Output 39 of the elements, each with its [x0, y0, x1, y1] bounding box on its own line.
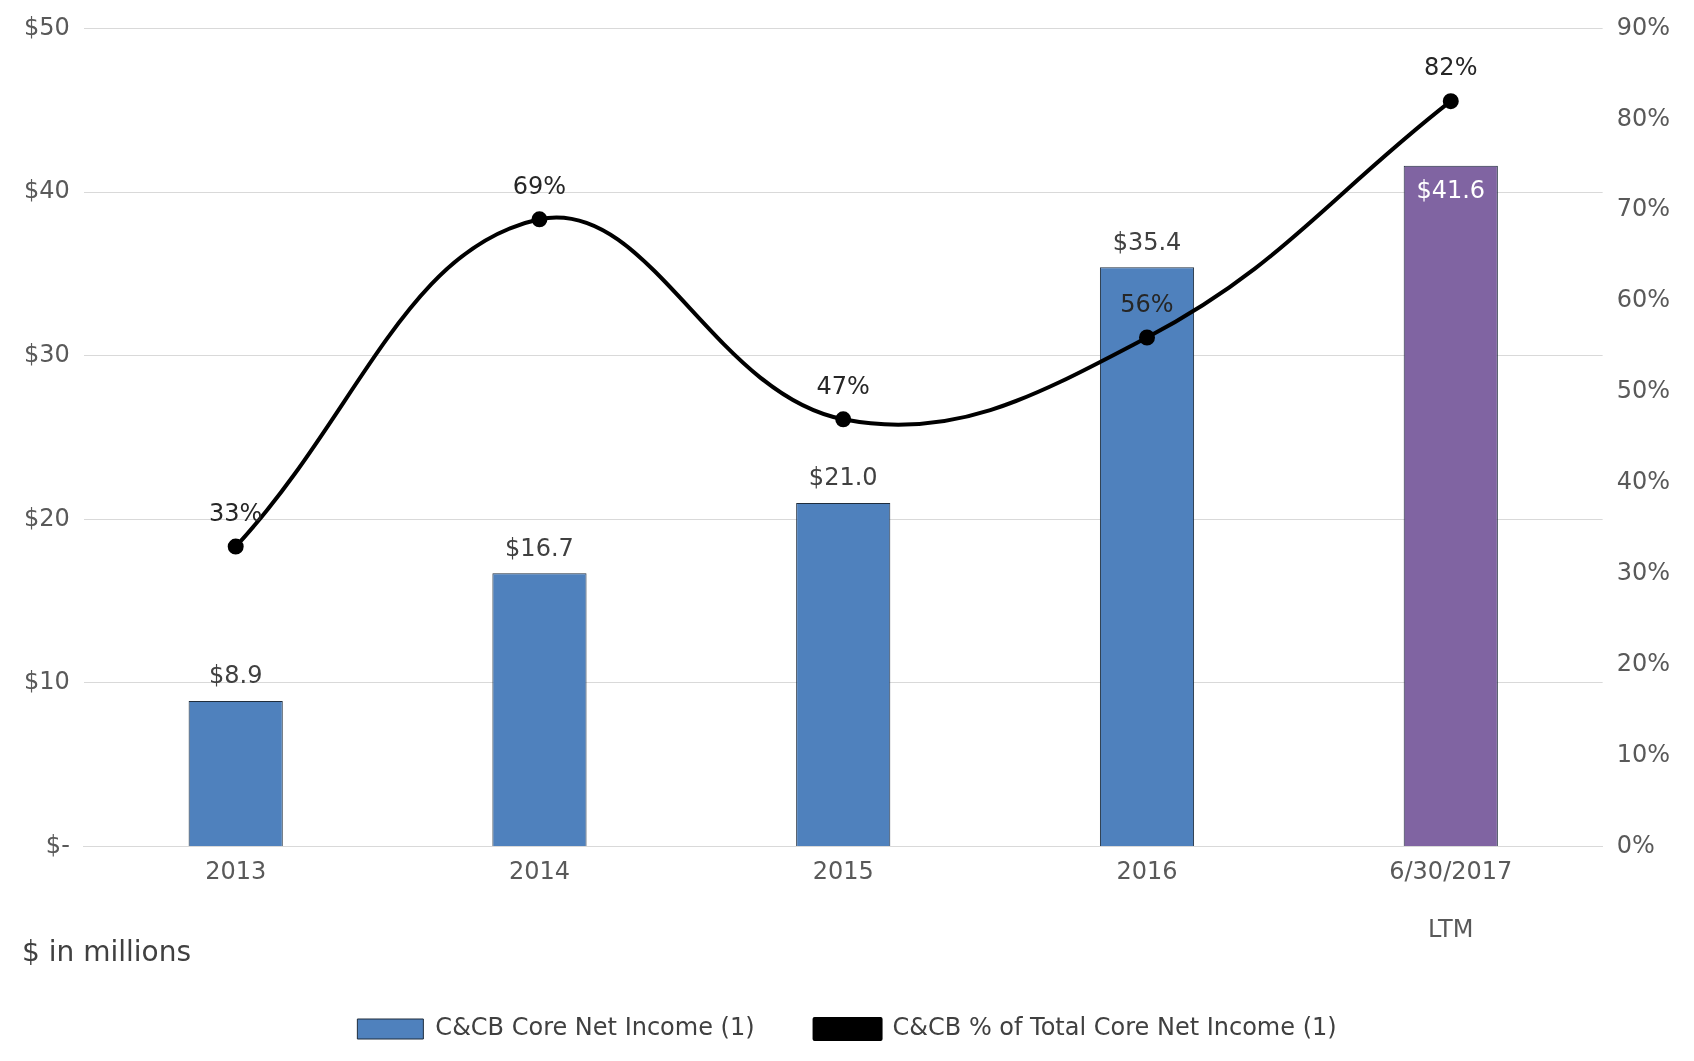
y2-tick-label: 40%: [1616, 467, 1670, 496]
point: [227, 538, 244, 555]
x-tick-label: 2013: [205, 857, 267, 886]
data-label: $21.0: [808, 463, 878, 492]
y2-tick-label: 10%: [1616, 739, 1670, 768]
data-label: 82%: [1424, 53, 1478, 82]
y2-tick-label: 0%: [1616, 830, 1655, 859]
y2-tick-label: 20%: [1616, 649, 1670, 678]
y2-tick-label: 90%: [1616, 12, 1670, 41]
y-tick-label: $10: [24, 667, 70, 696]
data-label: 69%: [512, 171, 567, 200]
data-label: 33%: [209, 498, 263, 527]
y2-tick-label: 70%: [1616, 194, 1670, 223]
y-tick-label: $-: [45, 830, 70, 859]
legend-label: C&CB Core Net Income (1): [435, 1013, 755, 1042]
y2-tick-label: 50%: [1616, 376, 1670, 405]
text: $ in millions: [22, 935, 191, 968]
x-tick-label: 2014: [508, 857, 570, 886]
y2-tick-label: 80%: [1616, 103, 1670, 132]
y2-tick-label: 30%: [1616, 558, 1670, 587]
y-tick-label: $30: [24, 339, 70, 368]
x-tick-label: 2016: [1116, 857, 1178, 886]
y2-tick-label: 60%: [1616, 285, 1670, 314]
point: [1442, 93, 1459, 110]
point: [531, 211, 548, 228]
data-label: $8.9: [208, 661, 263, 690]
point: [1139, 329, 1155, 346]
data-label: $41.6: [1416, 176, 1486, 205]
y-tick-label: $20: [24, 503, 70, 532]
data-label: $35.4: [1112, 227, 1182, 256]
data-label: $16.7: [505, 533, 574, 562]
data-label: 56%: [1120, 289, 1174, 318]
y-tick-label: $40: [24, 176, 70, 205]
legend-label: C&CB % of Total Core Net Income (1): [892, 1013, 1337, 1042]
y-tick-label: $50: [24, 12, 70, 41]
point: [835, 411, 852, 428]
x-tick-label: 2015: [812, 857, 874, 886]
category-label: 6/30/2017 LTM: [1389, 857, 1513, 943]
data-label: 47%: [816, 371, 870, 400]
